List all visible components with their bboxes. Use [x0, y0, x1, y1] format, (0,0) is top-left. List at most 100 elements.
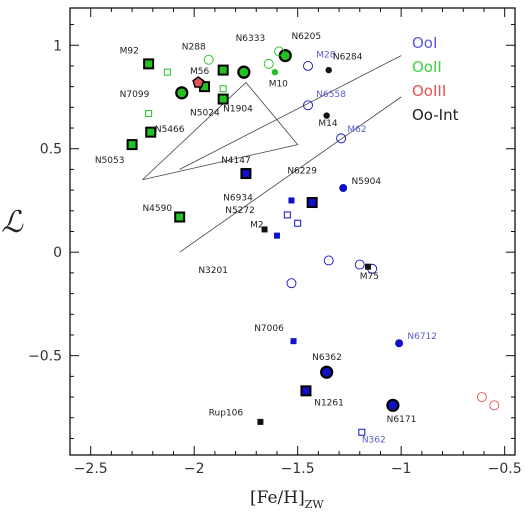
data-point-ooii	[175, 86, 189, 100]
guide-line-3	[142, 81, 299, 181]
data-point-ooii	[126, 139, 138, 151]
legend-entry: OoI	[412, 34, 437, 52]
data-point-ooii	[217, 93, 229, 105]
point-label: N6205	[291, 32, 321, 42]
y-tick-label: 0	[53, 245, 62, 261]
point-label: N6229	[287, 167, 317, 177]
point-label: N6558	[316, 90, 346, 100]
point-label: N5053	[95, 156, 125, 166]
point-label: M10	[269, 80, 288, 90]
data-point-ooi	[395, 339, 404, 348]
data-point-ooii	[145, 126, 157, 138]
axis-ticks: −2.5 −2 −1.5 −1 −0.5 −0.5 0 0.5 1	[28, 8, 522, 477]
data-point-ooii	[274, 46, 284, 57]
point-label: N1904	[223, 104, 253, 114]
data-point-ooii	[143, 58, 155, 70]
data-point-ooii	[271, 68, 279, 76]
point-label: M2	[250, 220, 264, 230]
point-label: N5904	[351, 177, 381, 187]
data-point-ooi	[358, 428, 366, 436]
legend-entry: Oo-Int	[412, 106, 459, 124]
data-point-oo-int	[325, 66, 332, 74]
y-tick-label: 0.5	[40, 142, 62, 158]
data-point-ooi	[306, 197, 318, 209]
point-label: Rup106	[209, 409, 244, 419]
data-point-ooi	[294, 219, 302, 227]
x-tick-label: −2.5	[74, 461, 108, 477]
legend-entry: OoIII	[412, 82, 446, 100]
point-label: N6712	[407, 332, 437, 342]
data-point-ooi	[283, 211, 291, 219]
y-tick-label: −0.5	[28, 349, 62, 365]
data-point-ooii	[145, 110, 153, 118]
point-label: M92	[120, 47, 139, 57]
x-tick-label: −2	[184, 461, 205, 477]
plot-frame	[69, 7, 516, 456]
point-label: N6934	[223, 193, 253, 203]
point-label: N6362	[312, 353, 342, 363]
x-axis-title-sub: ZW	[305, 498, 325, 511]
data-point-ooi	[290, 338, 297, 345]
y-axis-title: ℒ	[1, 205, 24, 240]
data-point-ooi	[323, 255, 334, 266]
point-label: N4147	[221, 156, 251, 166]
x-axis-title-main: [Fe/H]	[250, 488, 305, 508]
point-label: N362	[362, 436, 386, 446]
legend: OoI OoII OoIII Oo-Int	[412, 34, 459, 124]
data-point-ooi	[273, 232, 280, 239]
data-point-oo-int	[323, 112, 330, 119]
point-label: N7006	[254, 324, 284, 334]
point-label: N4590	[142, 204, 172, 214]
guide-lines	[142, 55, 402, 253]
data-point-ooii	[203, 54, 214, 65]
data-point-ooi	[303, 60, 313, 71]
data-point-oo-int	[261, 226, 268, 233]
point-label: N6284	[333, 53, 363, 63]
data-point-ooii	[237, 65, 251, 79]
point-label: N288	[182, 42, 206, 52]
data-point-oo-int	[365, 263, 372, 270]
x-tick-label: −0.5	[488, 461, 522, 477]
data-point-ooi	[339, 184, 348, 193]
data-point-ooiii	[476, 392, 487, 403]
data-point-ooi	[303, 100, 313, 111]
point-label: M75	[360, 272, 379, 282]
guide-line-1	[179, 96, 402, 253]
data-point-ooi	[354, 259, 365, 270]
data-points	[126, 46, 500, 436]
data-point-ooii	[217, 64, 229, 76]
point-label: N6171	[387, 415, 417, 425]
point-label: N5272	[225, 206, 255, 216]
x-tick-label: −1	[391, 461, 412, 477]
point-label: N5024	[190, 109, 220, 119]
data-point-ooiii	[489, 400, 500, 411]
legend-entry: OoII	[412, 58, 442, 76]
point-label: M56	[190, 67, 209, 77]
point-label: N1261	[314, 398, 344, 408]
point-label: M14	[318, 119, 337, 129]
point-label: N3201	[198, 266, 228, 276]
data-point-ooi	[300, 385, 312, 397]
point-label: N7099	[120, 90, 150, 100]
data-point-ooii	[263, 58, 274, 69]
data-point-ooi	[386, 398, 400, 412]
x-tick-label: −1.5	[281, 461, 315, 477]
x-axis-title: [Fe/H]ZW	[250, 488, 324, 511]
data-point-ooi	[286, 278, 297, 289]
point-labels: N4147 N6229 N6934 N5272 N5904 M28 N6558 M62 N700…	[95, 32, 437, 446]
point-label: N6333	[236, 34, 266, 44]
y-tick-label: 1	[53, 38, 62, 54]
data-point-ooi	[336, 133, 347, 144]
data-point-oo-int	[257, 418, 264, 425]
point-label: M62	[347, 125, 366, 135]
data-point-ooi	[320, 365, 334, 379]
point-label: M28	[316, 51, 335, 61]
data-point-ooii	[174, 211, 186, 223]
data-point-ooii	[219, 85, 227, 93]
data-point-ooi	[288, 197, 295, 204]
data-point-ooi	[240, 168, 252, 180]
guide-line-2	[179, 55, 402, 170]
data-point-ooii	[163, 68, 171, 76]
data-point-ooiii	[192, 76, 205, 88]
